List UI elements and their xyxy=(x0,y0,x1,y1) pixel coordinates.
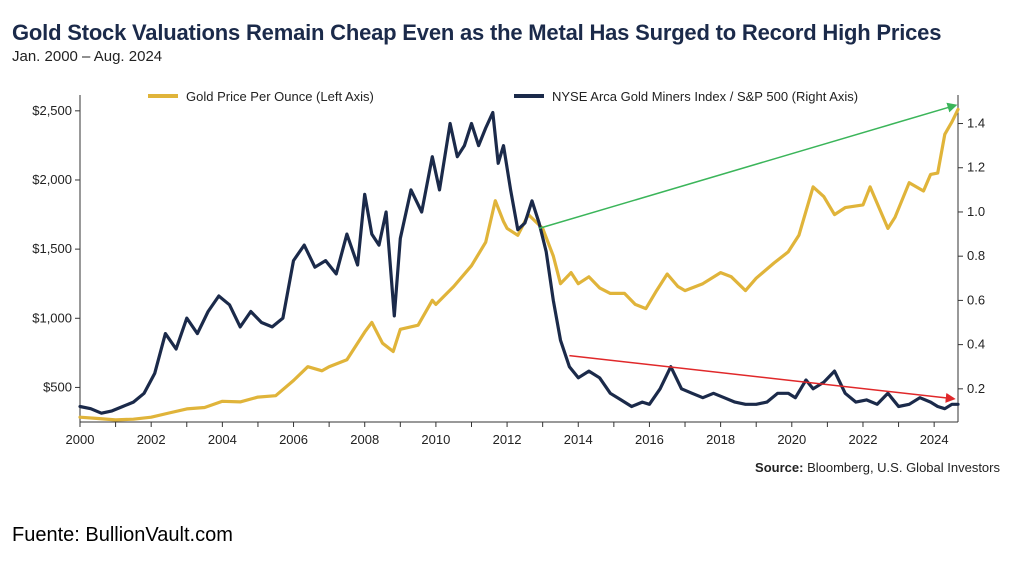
legend-label-gold: Gold Price Per Ounce (Left Axis) xyxy=(186,89,374,104)
green-trend-arrow xyxy=(538,102,958,230)
x-tick-label: 2022 xyxy=(849,432,878,447)
x-tick-label: 2020 xyxy=(777,432,806,447)
chart-source: Source: Bloomberg, U.S. Global Investors xyxy=(755,460,1000,475)
y-left-tick-label: $2,000 xyxy=(32,172,72,187)
y-left-tick-label: $1,500 xyxy=(32,241,72,256)
y-left-tick-label: $500 xyxy=(43,379,72,394)
x-tick-label: 2012 xyxy=(493,432,522,447)
x-tick-label: 2018 xyxy=(706,432,735,447)
chart-subtitle: Jan. 2000 – Aug. 2024 xyxy=(12,48,163,65)
y-right-tick-label: 1.4 xyxy=(967,116,985,131)
chart-title: Gold Stock Valuations Remain Cheap Even … xyxy=(12,20,942,45)
y-right-tick-label: 0.8 xyxy=(967,248,985,263)
y-right-tick-label: 1.2 xyxy=(967,160,985,175)
y-right-tick-label: 0.2 xyxy=(967,381,985,396)
x-tick-label: 2004 xyxy=(208,432,237,447)
x-tick-label: 2010 xyxy=(421,432,450,447)
image-caption: Fuente: BullionVault.com xyxy=(12,524,233,546)
x-tick-label: 2006 xyxy=(279,432,308,447)
x-tick-label: 2002 xyxy=(137,432,166,447)
y-left-tick-label: $1,000 xyxy=(32,310,72,325)
source-text: Bloomberg, U.S. Global Investors xyxy=(807,460,1000,475)
gold-miners-ratio-line xyxy=(78,110,960,415)
gold-price-line xyxy=(78,107,960,422)
x-tick-label: 2024 xyxy=(920,432,949,447)
y-right-tick-label: 1.0 xyxy=(967,204,985,219)
red-trend-arrow xyxy=(569,354,956,403)
x-tick-label: 2008 xyxy=(350,432,379,447)
source-label: Source: xyxy=(755,460,804,475)
chart-canvas: $500 $1,000 $1,500 $2,000 $2,500 0.2 0.4 0.6 0.8… xyxy=(32,89,985,447)
x-tick-label: 2000 xyxy=(66,432,95,447)
x-tick-label: 2014 xyxy=(564,432,593,447)
legend-label-miners: NYSE Arca Gold Miners Index / S&P 500 (R… xyxy=(552,89,858,104)
y-left-tick-label: $2,500 xyxy=(32,103,72,118)
x-tick-label: 2016 xyxy=(635,432,664,447)
y-right-tick-label: 0.4 xyxy=(967,337,985,352)
y-right-tick-label: 0.6 xyxy=(967,292,985,307)
